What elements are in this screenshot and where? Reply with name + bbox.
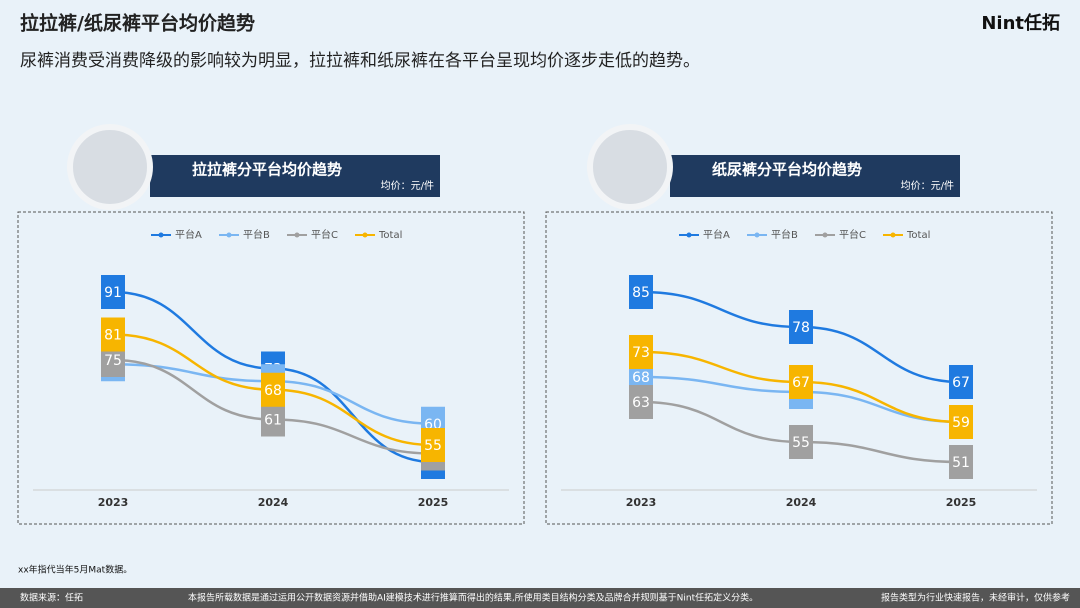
legend-dot (226, 232, 232, 238)
value-label: 63 (632, 395, 650, 411)
value-label: 51 (952, 455, 970, 471)
value-box (789, 365, 813, 399)
chart-unit: 均价：元/件 (381, 180, 434, 192)
chart-header (670, 155, 960, 197)
legend-label: Total (906, 230, 930, 241)
value-label: 73 (632, 345, 650, 361)
value-box (101, 275, 125, 309)
legend-dot (822, 232, 828, 238)
legend-dot (158, 232, 164, 238)
legend-dot (890, 232, 896, 238)
value-box (789, 310, 813, 344)
x-tick-label: 2024 (258, 496, 289, 509)
footnote: xx年指代当年5月Mat数据。 (18, 564, 132, 576)
value-label: 91 (104, 285, 122, 301)
value-box (101, 317, 125, 352)
value-box (629, 385, 653, 419)
legend-label: 平台B (243, 228, 270, 241)
legend-label: 平台C (839, 228, 866, 241)
x-tick-label: 2023 (626, 496, 657, 509)
page-title: 拉拉裤/纸尿裤平台均价趋势 (20, 12, 255, 35)
chart-header (150, 155, 440, 197)
value-label: 68 (632, 370, 650, 386)
value-label: 67 (952, 375, 970, 391)
value-box (629, 335, 653, 369)
value-box (949, 445, 973, 479)
chart-title: 纸尿裤分平台均价趋势 (712, 161, 862, 179)
legend-label: 平台A (175, 228, 202, 241)
logo: Nint任拓 (981, 12, 1060, 34)
x-tick-label: 2023 (98, 496, 129, 509)
legend-dot (754, 232, 760, 238)
footer-disclaimer: 本报告所载数据是通过运用公开数据资源并借助AI建模技术进行推算而得出的结果,所使… (188, 592, 758, 604)
legend-label: 平台B (771, 228, 798, 241)
legend-label: 平台A (703, 228, 730, 241)
chart-frame (17, 211, 525, 525)
value-box (789, 425, 813, 459)
x-tick-label: 2025 (418, 496, 449, 509)
legend-label: Total (378, 230, 402, 241)
chart-title: 拉拉裤分平台均价趋势 (192, 161, 342, 179)
x-tick-label: 2025 (946, 496, 977, 509)
value-label: 85 (632, 285, 650, 301)
chart-unit: 均价：元/件 (901, 180, 954, 192)
product-image (67, 124, 153, 210)
value-box (949, 405, 973, 439)
legend-label: 平台C (311, 228, 338, 241)
value-box (421, 428, 445, 462)
value-label: 55 (424, 438, 442, 454)
value-label: 59 (952, 415, 970, 431)
value-label: 61 (264, 413, 282, 429)
legend-dot (686, 232, 692, 238)
value-box (261, 372, 285, 407)
legend-dot (362, 232, 368, 238)
footer-source: 数据来源：任拓 (20, 592, 83, 604)
legend-dot (294, 232, 300, 238)
page-subtitle: 尿裤消费受消费降级的影响较为明显，拉拉裤和纸尿裤在各平台呈现均价逐步走低的趋势。 (20, 51, 700, 71)
footer-note: 报告类型为行业快速报告，未经审计，仅供参考 (881, 592, 1070, 604)
product-image (587, 124, 673, 210)
value-label: 81 (104, 328, 122, 344)
value-label: 78 (792, 320, 810, 336)
chart-frame (545, 211, 1053, 525)
value-label: 55 (792, 435, 810, 451)
value-label: 75 (104, 353, 122, 369)
x-tick-label: 2024 (786, 496, 817, 509)
footer-bar (0, 588, 1080, 608)
value-box (629, 275, 653, 309)
value-label: 67 (792, 375, 810, 391)
value-box (261, 402, 285, 437)
value-label: 68 (264, 383, 282, 399)
value-box (949, 365, 973, 399)
